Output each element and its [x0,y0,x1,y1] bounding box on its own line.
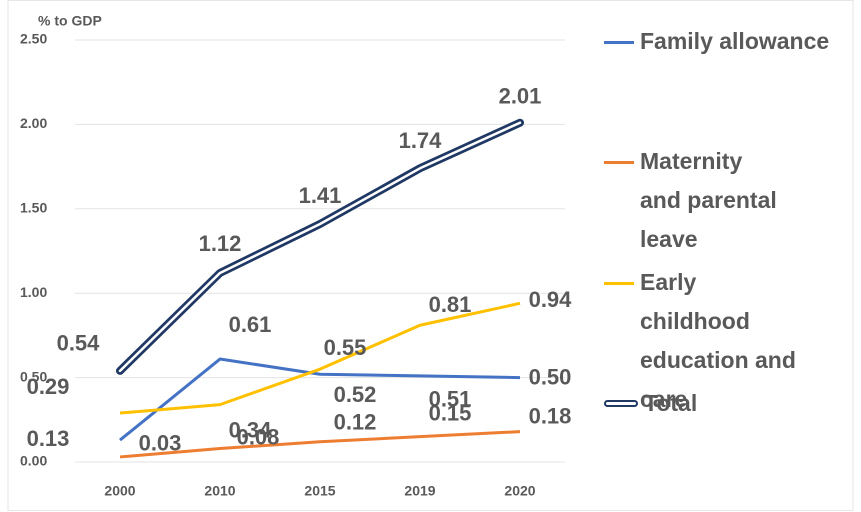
x-tick-label: 2000 [104,483,135,499]
y-tick-label: 2.00 [20,115,47,131]
data-label: 2.01 [499,84,542,109]
series-line [119,301,521,415]
legend-label: Family allowance [640,28,830,54]
series-line-inner [118,121,522,373]
data-label: 0.81 [429,292,472,317]
x-tick-label: 2010 [204,483,235,499]
data-label: 0.13 [27,426,70,451]
data-label: 1.74 [399,128,443,153]
y-tick-label: 2.50 [20,31,47,47]
x-tick-label: 2019 [404,483,435,499]
legend-label: Maternity and parental leave [640,148,777,252]
legend-entry: Total [604,384,804,423]
y-tick-label: 1.00 [20,284,47,300]
data-label: 0.34 [229,417,273,442]
y-tick-label: 1.50 [20,200,47,216]
data-label: 0.50 [529,364,572,389]
x-tick-label: 2020 [504,483,535,499]
x-tick-label: 2015 [304,483,335,499]
data-label: 0.03 [139,431,182,456]
data-label: 1.12 [199,231,242,256]
legend-swatch [604,161,634,164]
data-label: 0.52 [334,382,377,407]
series-line [116,118,524,375]
series-line [119,430,521,459]
legend-label: Total [644,390,698,416]
data-label: 0.18 [529,403,572,428]
data-label: 0.61 [229,312,272,337]
chart-border [7,0,854,511]
y-tick-label: 0.50 [20,368,47,384]
legend-entry: Early childhood education and care [604,263,804,419]
legend-swatch [604,400,638,407]
data-label: 0.08 [237,424,280,449]
data-label: 0.55 [324,335,367,360]
data-label: 0.12 [334,410,377,435]
y-tick-label: 0.00 [20,453,47,469]
data-label: 0.29 [27,374,70,399]
y-axis-label: % to GDP [38,13,102,29]
legend-entry: Maternity and parental leave [604,142,789,259]
data-label: 0.15 [429,400,472,425]
data-label: 0.94 [529,287,573,312]
legend-swatch [604,41,634,44]
legend-label: Early childhood education and care [640,269,796,412]
legend-entry: Family allowance [604,22,844,61]
legend-swatch [604,282,634,285]
data-label: 0.54 [57,331,101,356]
series-line [119,357,521,442]
data-label: 0.51 [429,387,472,412]
data-label: 1.41 [299,183,342,208]
